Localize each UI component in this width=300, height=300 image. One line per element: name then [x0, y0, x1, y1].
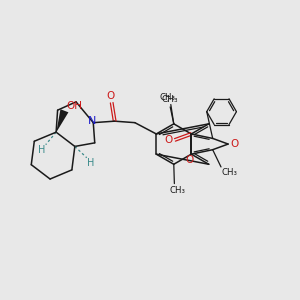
Text: CH₃: CH₃	[159, 93, 175, 102]
Text: OH: OH	[66, 101, 82, 111]
Text: O: O	[231, 139, 239, 149]
Text: O: O	[186, 155, 194, 165]
Text: CH₃: CH₃	[162, 95, 178, 104]
Text: N: N	[88, 116, 96, 127]
Text: O: O	[164, 135, 172, 145]
Text: H: H	[38, 145, 46, 155]
Polygon shape	[56, 109, 68, 132]
Text: H: H	[87, 158, 94, 168]
Text: O: O	[106, 91, 114, 101]
Text: CH₃: CH₃	[221, 168, 237, 177]
Text: CH₃: CH₃	[169, 186, 185, 195]
